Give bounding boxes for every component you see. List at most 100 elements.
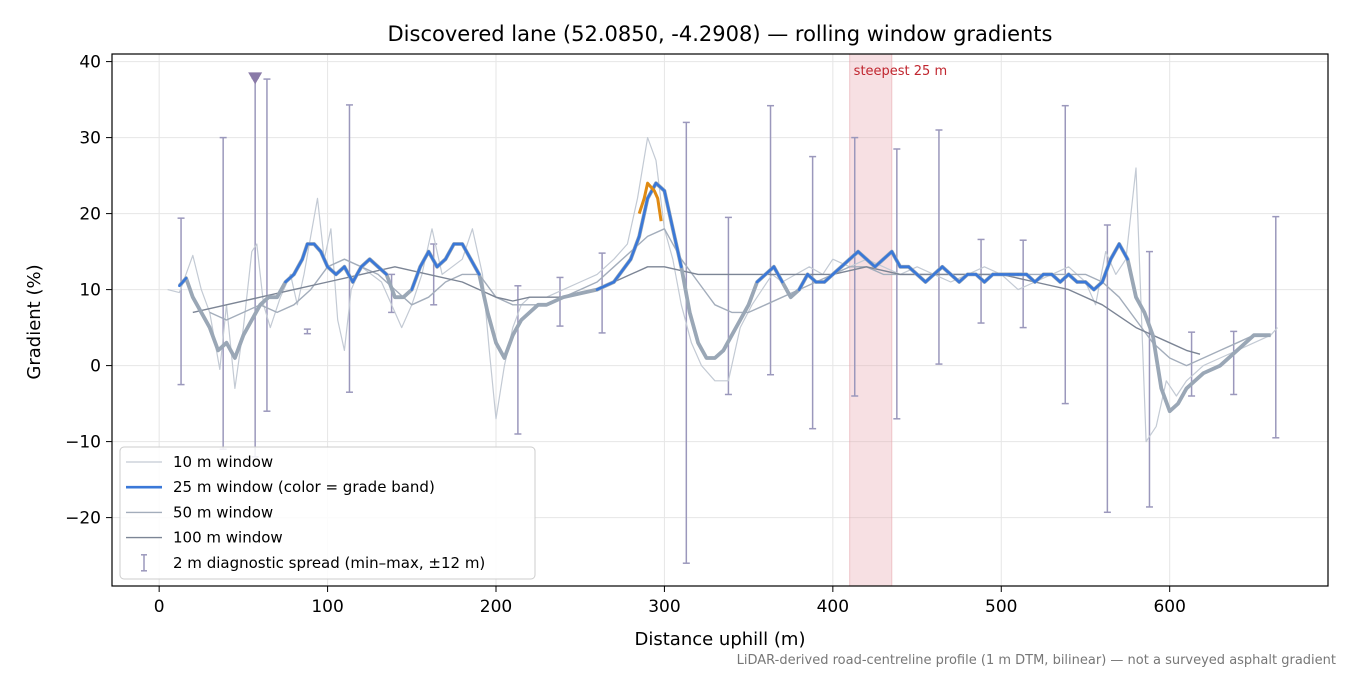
grade-band-segment <box>178 276 188 288</box>
grade-band-segment <box>1084 280 1096 291</box>
grade-band-segment <box>949 273 961 284</box>
grade-band-segment <box>983 273 995 284</box>
grade-band-segment <box>915 273 927 284</box>
grade-band-segment <box>924 273 936 284</box>
grade-band-segment <box>637 197 649 238</box>
y-tick-label: 0 <box>90 357 101 377</box>
legend-label: 10 m window <box>173 453 273 471</box>
grade-band-segment <box>797 273 809 291</box>
grade-band-segment <box>1025 273 1037 284</box>
legend: 10 m window 25 m window (color = grade ba… <box>119 446 536 580</box>
grade-band-segment <box>907 265 919 276</box>
legend-label: 25 m window (color = grade band) <box>173 478 435 496</box>
footnote: LiDAR-derived road-centreline profile (1… <box>737 653 1336 668</box>
grade-band-segment <box>839 257 851 269</box>
errorbar <box>893 148 901 420</box>
errorbar <box>809 155 817 430</box>
errorbar <box>251 77 259 458</box>
y-tick-label: 10 <box>79 281 101 301</box>
chart-title: Discovered lane (52.0850, -4.2908) — rol… <box>388 22 1053 46</box>
grade-band-segment <box>856 250 868 261</box>
grade-band-segment <box>831 265 843 276</box>
grade-band-segment <box>823 273 835 284</box>
grade-band-segment <box>612 257 633 284</box>
errorbar <box>1272 215 1280 439</box>
y-tick-label: 30 <box>79 129 101 149</box>
x-tick-label: 500 <box>985 597 1017 617</box>
errorbar <box>767 104 775 376</box>
50-m-window-line <box>209 228 1271 367</box>
grade-band-segment <box>873 257 885 269</box>
steepest-band-label: steepest 25 m <box>854 64 947 79</box>
grade-band-segment <box>284 273 296 284</box>
grade-band-segment <box>359 257 371 269</box>
errorbar <box>1230 330 1238 396</box>
y-axis-label: Gradient (%) <box>24 264 45 379</box>
grade-band-segment <box>368 257 380 269</box>
y-tick-label: 40 <box>79 53 101 73</box>
errorbar <box>598 252 606 334</box>
grade-band-segment <box>319 250 329 269</box>
grade-band-segment <box>351 265 363 284</box>
grade-band-segment <box>772 265 784 284</box>
grade-band-segment <box>1050 273 1062 284</box>
y-tick-label: 20 <box>79 205 101 225</box>
x-tick-label: 100 <box>311 597 343 617</box>
errorbar <box>430 243 438 306</box>
errorbar <box>1019 239 1027 329</box>
grade-band-segment <box>301 242 309 261</box>
errorbar <box>303 328 311 335</box>
legend-label: 2 m diagnostic spread (min–max, ±12 m) <box>173 554 485 572</box>
x-tick-label: 400 <box>817 597 849 617</box>
y-tick-label: −20 <box>65 509 101 529</box>
grade-band-segment <box>1117 242 1129 261</box>
x-tick-label: 300 <box>648 597 680 617</box>
steepest-band <box>849 53 893 587</box>
grade-band-segment <box>343 265 355 284</box>
grade-band-segment <box>1033 273 1045 284</box>
grade-band-segment <box>654 181 666 193</box>
errorbar <box>1061 104 1069 405</box>
grade-band-segment <box>932 265 944 276</box>
axes-frame <box>111 53 1329 587</box>
grade-band-segment <box>755 273 767 284</box>
10-m-window-line <box>167 137 1278 443</box>
peak-marker <box>248 72 263 85</box>
x-tick-label: 200 <box>480 597 512 617</box>
errorbar <box>724 216 732 396</box>
errorbar <box>345 104 353 393</box>
grade-band-segment <box>1109 242 1121 261</box>
errorbar <box>177 217 185 386</box>
grade-band-segment <box>629 235 641 261</box>
errorbar <box>556 276 564 327</box>
legend-label: 50 m window <box>173 503 273 521</box>
errorbar <box>935 129 943 365</box>
errorbar <box>263 78 271 412</box>
grade-band-segment <box>312 242 323 253</box>
grade-band-segment <box>435 257 447 269</box>
grade-band-segment <box>418 250 430 269</box>
errorbar <box>682 121 690 564</box>
steep-grade-segment <box>637 181 663 222</box>
x-axis-label: Distance uphill (m) <box>635 629 806 650</box>
grade-band-segment <box>974 273 986 284</box>
grade-band-segment <box>646 181 658 200</box>
grade-band-segment <box>292 257 304 276</box>
grade-band-segment <box>671 227 683 269</box>
series-group <box>167 77 1280 564</box>
grade-band-segment <box>941 265 953 276</box>
grade-band-segment <box>865 257 877 269</box>
errorbar <box>219 136 227 450</box>
grade-band-segment <box>890 250 902 269</box>
grade-band-segment <box>764 265 776 276</box>
grade-band-segment <box>410 265 422 291</box>
plot-area: steepest 25 m 0 100 200 300 400 500 600 −20 −10 0 1… <box>65 53 1329 617</box>
grade-band-segment <box>957 273 969 284</box>
grade-band-segment <box>806 273 818 284</box>
grade-band-segment <box>334 265 346 276</box>
grade-band-segment <box>595 280 616 291</box>
errorbar <box>1145 250 1153 508</box>
legend-label: 100 m window <box>173 529 283 547</box>
errorbar <box>514 285 522 435</box>
